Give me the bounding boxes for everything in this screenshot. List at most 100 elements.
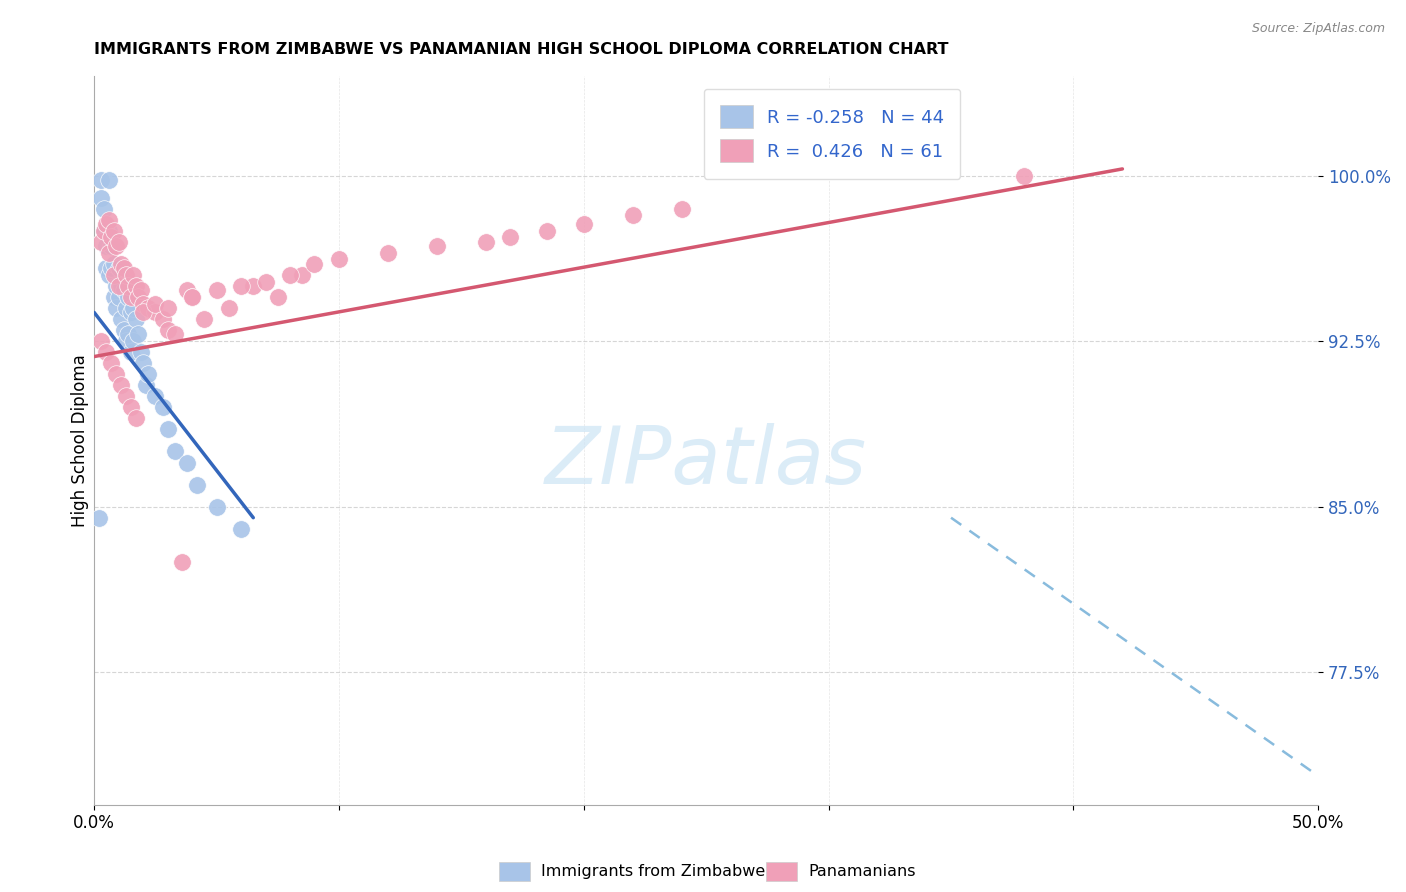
Point bbox=[136, 368, 159, 382]
Point bbox=[107, 235, 129, 249]
Point bbox=[242, 279, 264, 293]
Point bbox=[125, 312, 148, 326]
Point bbox=[122, 334, 145, 348]
Point bbox=[103, 290, 125, 304]
Point bbox=[105, 279, 128, 293]
Point bbox=[328, 252, 350, 267]
Point bbox=[205, 283, 228, 297]
Point bbox=[129, 283, 152, 297]
Point bbox=[671, 202, 693, 216]
Point bbox=[120, 290, 142, 304]
Point bbox=[90, 334, 112, 348]
Point bbox=[152, 312, 174, 326]
Text: IMMIGRANTS FROM ZIMBABWE VS PANAMANIAN HIGH SCHOOL DIPLOMA CORRELATION CHART: IMMIGRANTS FROM ZIMBABWE VS PANAMANIAN H… bbox=[94, 42, 949, 57]
Point bbox=[96, 345, 118, 359]
Point bbox=[475, 235, 498, 249]
Point bbox=[96, 239, 118, 253]
Point bbox=[100, 356, 122, 370]
Point bbox=[100, 230, 122, 244]
Point bbox=[100, 239, 122, 253]
Point bbox=[229, 522, 252, 536]
Point bbox=[103, 257, 125, 271]
Point bbox=[97, 224, 120, 238]
Point bbox=[176, 283, 198, 297]
Point bbox=[87, 510, 110, 524]
Point bbox=[112, 323, 135, 337]
Point bbox=[229, 279, 252, 293]
Point bbox=[107, 290, 129, 304]
Point bbox=[304, 257, 326, 271]
Y-axis label: High School Diploma: High School Diploma bbox=[72, 354, 89, 527]
Point bbox=[93, 224, 115, 238]
Point bbox=[205, 500, 228, 514]
Point bbox=[112, 261, 135, 276]
Point bbox=[132, 296, 155, 310]
Point bbox=[110, 279, 132, 293]
Point bbox=[122, 268, 145, 282]
Point bbox=[97, 212, 120, 227]
Point bbox=[110, 378, 132, 392]
Point bbox=[193, 312, 215, 326]
Point bbox=[105, 301, 128, 315]
Point bbox=[115, 389, 138, 403]
Point bbox=[172, 555, 194, 569]
Point bbox=[135, 378, 157, 392]
Point bbox=[218, 301, 240, 315]
Point bbox=[377, 245, 399, 260]
Point bbox=[536, 224, 558, 238]
Point bbox=[278, 268, 301, 282]
Point bbox=[107, 279, 129, 293]
Point bbox=[127, 327, 149, 342]
Point bbox=[181, 290, 204, 304]
Point bbox=[143, 305, 166, 319]
Point bbox=[90, 235, 112, 249]
Point bbox=[426, 239, 449, 253]
Point bbox=[122, 301, 145, 315]
Point bbox=[105, 239, 128, 253]
Point bbox=[125, 279, 148, 293]
Point bbox=[97, 268, 120, 282]
Point bbox=[572, 217, 595, 231]
Point bbox=[120, 305, 142, 319]
Point bbox=[129, 345, 152, 359]
Point bbox=[97, 173, 120, 187]
Point bbox=[93, 202, 115, 216]
Point bbox=[156, 323, 179, 337]
Legend: R = -0.258   N = 44, R =  0.426   N = 61: R = -0.258 N = 44, R = 0.426 N = 61 bbox=[704, 89, 960, 178]
Point bbox=[90, 191, 112, 205]
Point bbox=[499, 230, 522, 244]
Point bbox=[186, 477, 208, 491]
Point bbox=[103, 268, 125, 282]
Point bbox=[156, 301, 179, 315]
Point bbox=[110, 312, 132, 326]
Point bbox=[136, 301, 159, 315]
Point bbox=[621, 208, 644, 222]
Text: Panamanians: Panamanians bbox=[808, 864, 915, 879]
Point bbox=[176, 456, 198, 470]
Point bbox=[105, 368, 128, 382]
Text: ZIPatlas: ZIPatlas bbox=[546, 424, 868, 501]
Point bbox=[1014, 169, 1036, 183]
Point bbox=[127, 290, 149, 304]
Point bbox=[152, 401, 174, 415]
Point bbox=[120, 401, 142, 415]
Point bbox=[117, 290, 139, 304]
Point bbox=[125, 411, 148, 425]
Point bbox=[163, 327, 186, 342]
Point bbox=[254, 275, 277, 289]
Point bbox=[103, 224, 125, 238]
Point bbox=[96, 261, 118, 276]
Point bbox=[117, 327, 139, 342]
Point bbox=[291, 268, 314, 282]
Point bbox=[112, 283, 135, 297]
Point bbox=[132, 356, 155, 370]
Text: Immigrants from Zimbabwe: Immigrants from Zimbabwe bbox=[541, 864, 765, 879]
Point bbox=[110, 257, 132, 271]
Point bbox=[97, 245, 120, 260]
Point bbox=[115, 334, 138, 348]
Point bbox=[93, 224, 115, 238]
Point bbox=[107, 261, 129, 276]
Point bbox=[90, 173, 112, 187]
Point bbox=[143, 296, 166, 310]
Point bbox=[163, 444, 186, 458]
